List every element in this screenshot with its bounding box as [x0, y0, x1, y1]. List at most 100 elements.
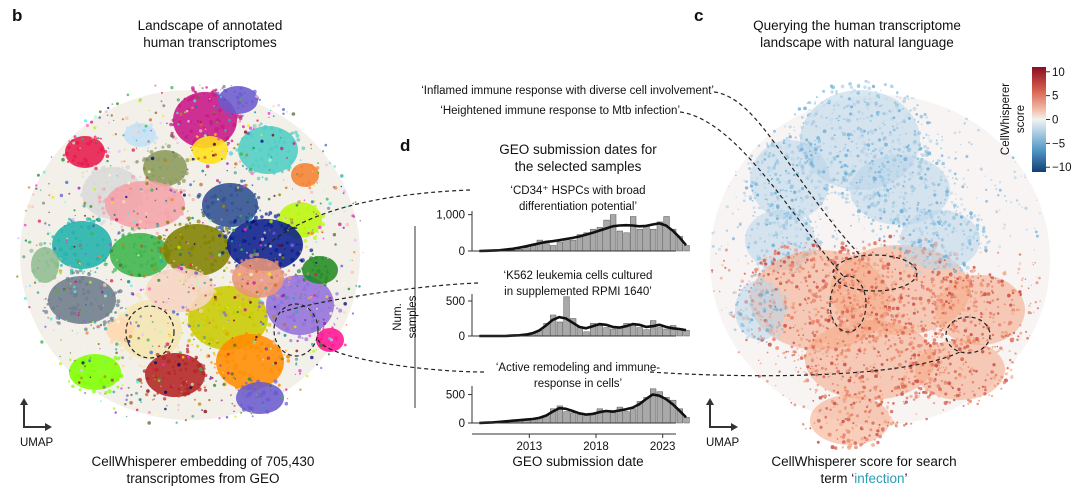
histogram-bar — [650, 228, 657, 252]
colorbar-tick-label: 0 — [1052, 115, 1058, 127]
histogram-bar — [610, 328, 617, 337]
histogram-bar — [643, 329, 650, 337]
query-label-1: ‘Inflamed immune response with diverse c… — [421, 85, 714, 97]
selection-ellipse-b-2 — [273, 303, 319, 357]
histogram-bar — [570, 239, 577, 252]
histogram-title: in supplemented RPMI 1640’ — [504, 286, 652, 298]
colorbar-tick-label: −5 — [1052, 138, 1065, 150]
histogram-bar — [623, 411, 630, 424]
histogram-bar — [683, 330, 690, 337]
histogram-bar — [570, 412, 577, 424]
histogram-3: ‘Active remodeling and immune-response i… — [446, 362, 690, 430]
histogram-bar — [630, 216, 637, 252]
search-term-highlight: infection — [854, 471, 904, 486]
histogram-bar — [656, 221, 663, 252]
histogram-bar — [643, 225, 650, 252]
umap-arrow-icon — [23, 402, 48, 428]
colorbar — [1032, 67, 1046, 172]
histogram-bar — [636, 228, 643, 252]
selection-ellipse-c-2 — [829, 275, 867, 333]
panel-d-title-line2: the selected samples — [515, 159, 642, 174]
histogram-bar — [656, 327, 663, 337]
histogram-bar — [543, 243, 550, 252]
histogram-bar — [683, 417, 690, 424]
connector-line — [281, 282, 479, 313]
panel-c-letter: c — [694, 6, 703, 25]
histogram-title: ‘CD34⁺ HSPCs with broad — [510, 185, 645, 197]
histogram-bar — [583, 331, 590, 337]
selection-ellipse-c-3 — [945, 316, 991, 354]
histogram-2: ‘K562 leukemia cells cultured in suppleme… — [446, 270, 690, 343]
connectors — [125, 91, 991, 377]
density-line — [479, 222, 687, 253]
histogram-bar — [590, 414, 597, 424]
y-tick-label: 0 — [459, 331, 465, 343]
y-tick-label: 500 — [446, 296, 465, 308]
y-tick-label: 500 — [446, 390, 465, 402]
panel-d-letter: d — [400, 136, 410, 155]
selection-ellipse-c-1 — [832, 254, 918, 292]
histogram-bar — [576, 414, 583, 424]
x-tick-label: 2013 — [517, 441, 543, 453]
histogram-title: ‘K562 leukemia cells cultured — [504, 270, 653, 282]
histogram-bar — [576, 327, 583, 337]
histogram-bar — [603, 411, 610, 424]
panel-b-letter: b — [12, 6, 22, 25]
histogram-bar — [650, 320, 657, 337]
x-tick-label: 2018 — [583, 441, 609, 453]
histogram-bar — [556, 321, 563, 337]
umap-axis-b — [20, 398, 52, 431]
histogram-bar — [616, 328, 623, 337]
colorbar-ticks: 10 5 0 −5 −10 — [1046, 67, 1072, 174]
panel-d-ylabel-line2: samples — [407, 295, 419, 338]
umap-axis-c — [706, 398, 738, 431]
connector-line — [679, 111, 846, 279]
panel-b-title-line1: Landscape of annotated — [138, 18, 283, 33]
colorbar-label-line1: CellWhisperer — [1000, 83, 1012, 155]
histograms: ‘CD34⁺ HSPCs with broad differentiation p… — [436, 185, 690, 453]
histogram-bar — [610, 412, 617, 424]
histogram-bar — [663, 216, 670, 252]
colorbar-tick-label: −10 — [1052, 162, 1072, 174]
umap-label-b: UMAP — [20, 437, 54, 449]
panel-c-caption-line1: CellWhisperer score for search — [771, 454, 956, 469]
histogram-bar — [683, 245, 690, 252]
panel-d-title-line1: GEO submission dates for — [499, 142, 657, 157]
panel-c-caption-line2: term ‘infection’ — [820, 471, 907, 486]
histogram-bar — [603, 219, 610, 252]
histogram-title: differentiation potential’ — [519, 201, 637, 213]
histogram-bar — [676, 408, 683, 424]
colorbar-tick-label: 10 — [1052, 67, 1065, 79]
histogram-bar — [556, 241, 563, 252]
connector-line — [649, 351, 961, 377]
colorbar-label-line2: score — [1015, 105, 1027, 133]
panel-c-title-line1: Querying the human transcriptome — [753, 18, 961, 33]
histogram-1: ‘CD34⁺ HSPCs with broad differentiation p… — [436, 185, 690, 258]
histogram-bar — [563, 296, 570, 337]
connector-line — [713, 91, 861, 256]
histogram-bar — [550, 245, 557, 252]
panel-d-ylabel-line1: Num. — [392, 303, 404, 330]
connector-line — [317, 339, 485, 373]
selection-ellipse-b-1 — [125, 305, 175, 359]
umap-label-c: UMAP — [706, 437, 740, 449]
umap-score-plot — [710, 79, 1050, 450]
histogram-bar — [630, 408, 637, 424]
histogram-title: ‘Active remodeling and immune- — [496, 362, 660, 374]
panel-b-caption-line1: CellWhisperer embedding of 705,430 — [92, 454, 315, 469]
histogram-bar — [663, 328, 670, 337]
panel-b-caption-line2: transcriptomes from GEO — [126, 471, 279, 486]
umap-arrow-icon — [709, 402, 734, 428]
histogram-bar — [616, 230, 623, 252]
colorbar-tick-label: 5 — [1052, 91, 1058, 103]
histogram-bar — [563, 239, 570, 252]
panel-c-title-line2: landscape with natural language — [760, 35, 954, 50]
histogram-bar — [603, 327, 610, 337]
query-label-2: ‘Heightened immune response to Mtb infec… — [440, 105, 680, 117]
panel-b-title-line2: human transcriptomes — [143, 35, 277, 50]
y-tick-label: 0 — [459, 246, 465, 258]
y-tick-label: 1,000 — [436, 210, 465, 222]
density-line — [479, 393, 687, 425]
